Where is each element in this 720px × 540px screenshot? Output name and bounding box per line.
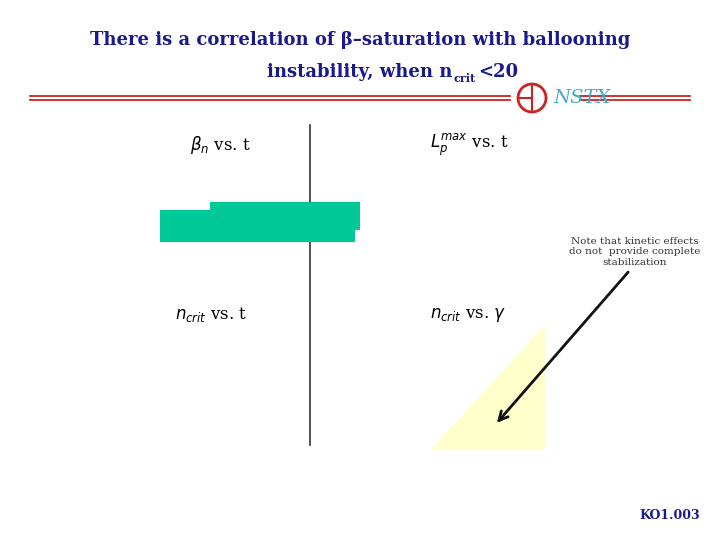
Text: Note that kinetic effects
do not  provide complete
stabilization: Note that kinetic effects do not provide… bbox=[570, 237, 701, 267]
Text: $L_p^{max}$ vs. t: $L_p^{max}$ vs. t bbox=[430, 132, 508, 158]
Text: $n_{crit}$ vs. $\gamma$: $n_{crit}$ vs. $\gamma$ bbox=[430, 306, 506, 324]
Text: <20: <20 bbox=[478, 63, 518, 81]
Text: KO1.003: KO1.003 bbox=[639, 509, 700, 522]
Text: instability, when n: instability, when n bbox=[267, 63, 453, 81]
Text: There is a correlation of β–saturation with ballooning: There is a correlation of β–saturation w… bbox=[90, 31, 630, 49]
Polygon shape bbox=[430, 325, 545, 450]
Bar bbox=[210, 202, 360, 230]
Bar bbox=[160, 210, 355, 242]
Text: crit: crit bbox=[453, 73, 475, 84]
Text: NSTX: NSTX bbox=[553, 89, 611, 107]
Text: $n_{crit}$ vs. t: $n_{crit}$ vs. t bbox=[175, 306, 247, 325]
Text: $\beta_n$ vs. t: $\beta_n$ vs. t bbox=[190, 134, 251, 156]
